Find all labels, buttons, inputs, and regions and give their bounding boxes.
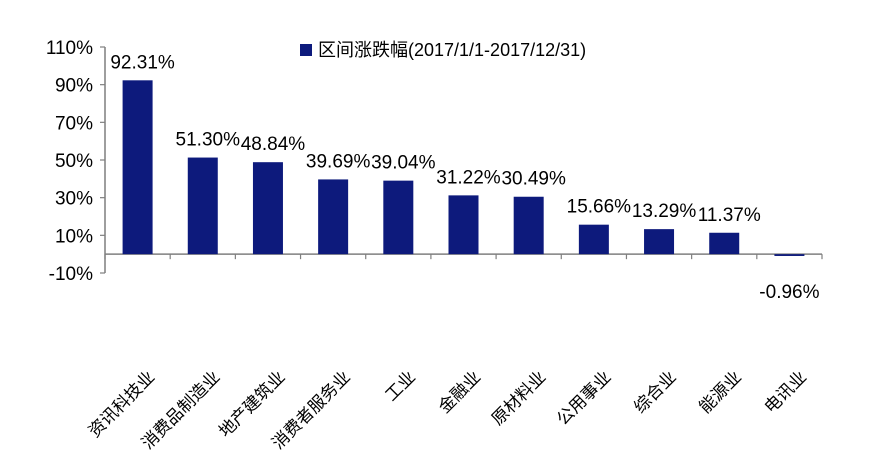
bar: [709, 232, 740, 255]
data-label: 92.31%: [110, 52, 175, 73]
category-label: 原材料业: [488, 367, 550, 429]
y-tick-label: -10%: [49, 264, 93, 285]
bar: [513, 196, 544, 255]
data-label: 39.69%: [306, 151, 371, 172]
y-axis-ticks: 110% 90% 70% 50% 30% 10% -10%: [46, 38, 105, 285]
data-label: 30.49%: [501, 169, 566, 190]
category-label: 能源业: [696, 367, 746, 417]
data-label: -0.96%: [759, 282, 819, 303]
bar: [448, 195, 479, 255]
data-label: 11.37%: [698, 205, 761, 226]
bar: [122, 80, 153, 255]
bar: [774, 254, 805, 256]
category-label: 金融业: [435, 367, 485, 417]
data-label: 31.22%: [436, 167, 501, 188]
data-label: 48.84%: [241, 134, 306, 155]
y-tick-label: 50%: [55, 151, 93, 172]
bar: [252, 162, 283, 255]
y-tick-label: 10%: [55, 226, 93, 247]
bars: [122, 80, 805, 256]
data-label: 15.66%: [567, 197, 632, 218]
legend: 区间涨跌幅(2017/1/1-2017/12/31): [300, 40, 586, 60]
category-label: 综合业: [630, 367, 680, 417]
y-tick-label: 70%: [55, 113, 93, 134]
bar: [578, 224, 609, 255]
y-tick-label: 30%: [55, 189, 93, 210]
bar: [644, 229, 675, 255]
category-label: 公用事业: [553, 367, 615, 429]
legend-label: 区间涨跌幅(2017/1/1-2017/12/31): [318, 40, 586, 60]
data-labels: 92.31% 51.30% 48.84%39.69% 39.04%31.22% 30.4…: [110, 52, 819, 303]
bar: [383, 180, 414, 255]
bar: [318, 179, 349, 255]
data-label: 51.30%: [176, 130, 241, 151]
bar: [187, 157, 218, 255]
category-label: 电讯业: [761, 367, 811, 417]
y-tick-label: 110%: [46, 38, 93, 59]
data-label: 13.29%: [632, 201, 697, 222]
category-label: 工业: [382, 367, 420, 405]
data-label: 39.04%: [371, 153, 436, 174]
y-tick-label: 90%: [55, 76, 93, 97]
legend-swatch: [300, 44, 312, 56]
